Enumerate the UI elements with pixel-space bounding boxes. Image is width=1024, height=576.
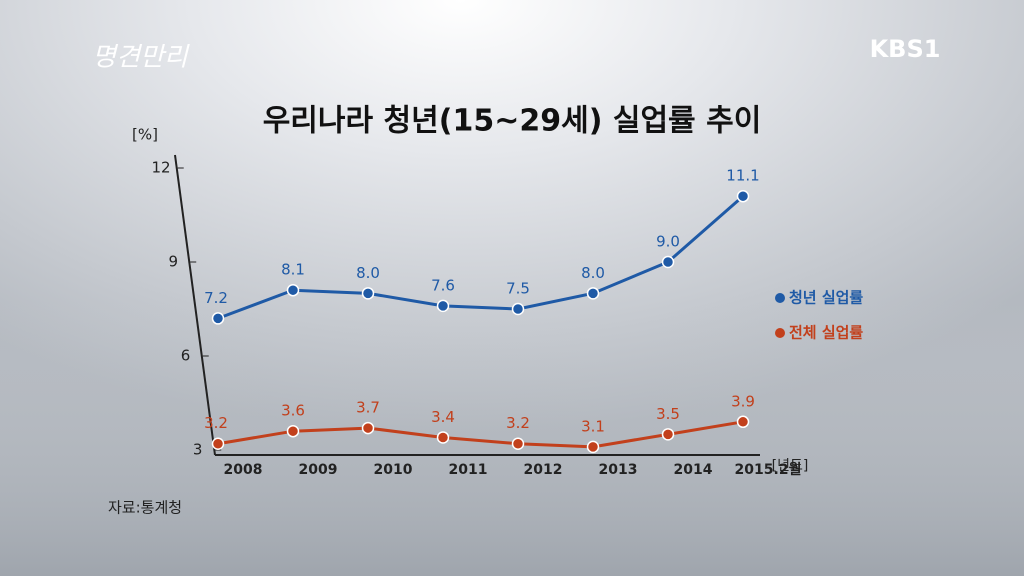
data-point — [361, 421, 375, 435]
data-label: 3.7 — [356, 399, 380, 417]
series-line — [217, 195, 744, 320]
y-tick-label: 6 — [181, 347, 191, 365]
data-label: 3.9 — [731, 392, 755, 410]
data-label: 7.5 — [506, 280, 530, 298]
data-label: 3.5 — [656, 405, 680, 423]
data-point — [736, 415, 750, 429]
data-point — [586, 440, 600, 454]
x-tick-label: 2012 — [524, 462, 563, 478]
floor — [0, 300, 1024, 576]
data-label: 3.6 — [281, 402, 305, 420]
x-tick-label: 2014 — [674, 462, 713, 478]
source-note: 자료:통계청 — [108, 499, 182, 517]
y-tick-label: 3 — [193, 441, 203, 459]
data-label: 3.1 — [581, 417, 605, 435]
data-point — [511, 302, 525, 316]
data-label: 11.1 — [726, 167, 759, 185]
y-axis — [174, 154, 216, 456]
x-tick-label: 2008 — [224, 462, 263, 478]
x-tick-label: 2015.2월 — [735, 461, 802, 478]
data-point — [286, 424, 300, 438]
data-point — [661, 428, 675, 441]
data-point — [511, 437, 525, 450]
data-point — [361, 287, 375, 300]
data-label: 8.0 — [581, 264, 605, 282]
data-point — [211, 312, 225, 325]
x-tick-label: 2010 — [374, 462, 413, 478]
data-label: 8.1 — [281, 261, 305, 279]
data-point — [211, 437, 225, 450]
y-tick-label: 9 — [168, 253, 178, 271]
data-point — [736, 189, 750, 203]
x-axis-label: [년도] — [772, 458, 809, 474]
data-label: 7.6 — [431, 276, 455, 294]
data-label: 7.2 — [204, 289, 228, 307]
logo: 명견만리 — [92, 43, 190, 73]
data-label: 8.0 — [356, 264, 380, 282]
legend-marker — [775, 293, 785, 303]
series-line — [217, 420, 744, 449]
data-label: 3.2 — [506, 414, 530, 432]
data-point — [586, 287, 600, 300]
data-point — [436, 431, 450, 444]
legend-label: 전체 실업률 — [789, 324, 863, 342]
x-tick-label: 2009 — [299, 462, 338, 478]
y-tick-label: 12 — [151, 159, 170, 177]
y-axis-label: [%] — [132, 126, 158, 144]
chart-title: 우리나라 청년(15~29세) 실업률 추이 — [263, 104, 762, 139]
data-point — [436, 299, 450, 313]
channel-logo: KBS1 — [870, 35, 941, 63]
legend-marker — [775, 328, 785, 338]
data-label: 3.4 — [431, 408, 455, 426]
legend-label: 청년 실업률 — [789, 289, 863, 307]
x-tick-label: 2013 — [599, 462, 638, 478]
x-tick-label: 2011 — [449, 462, 488, 478]
data-label: 3.2 — [204, 414, 228, 432]
data-point — [661, 255, 675, 269]
data-label: 9.0 — [656, 233, 680, 251]
data-point — [286, 283, 300, 297]
